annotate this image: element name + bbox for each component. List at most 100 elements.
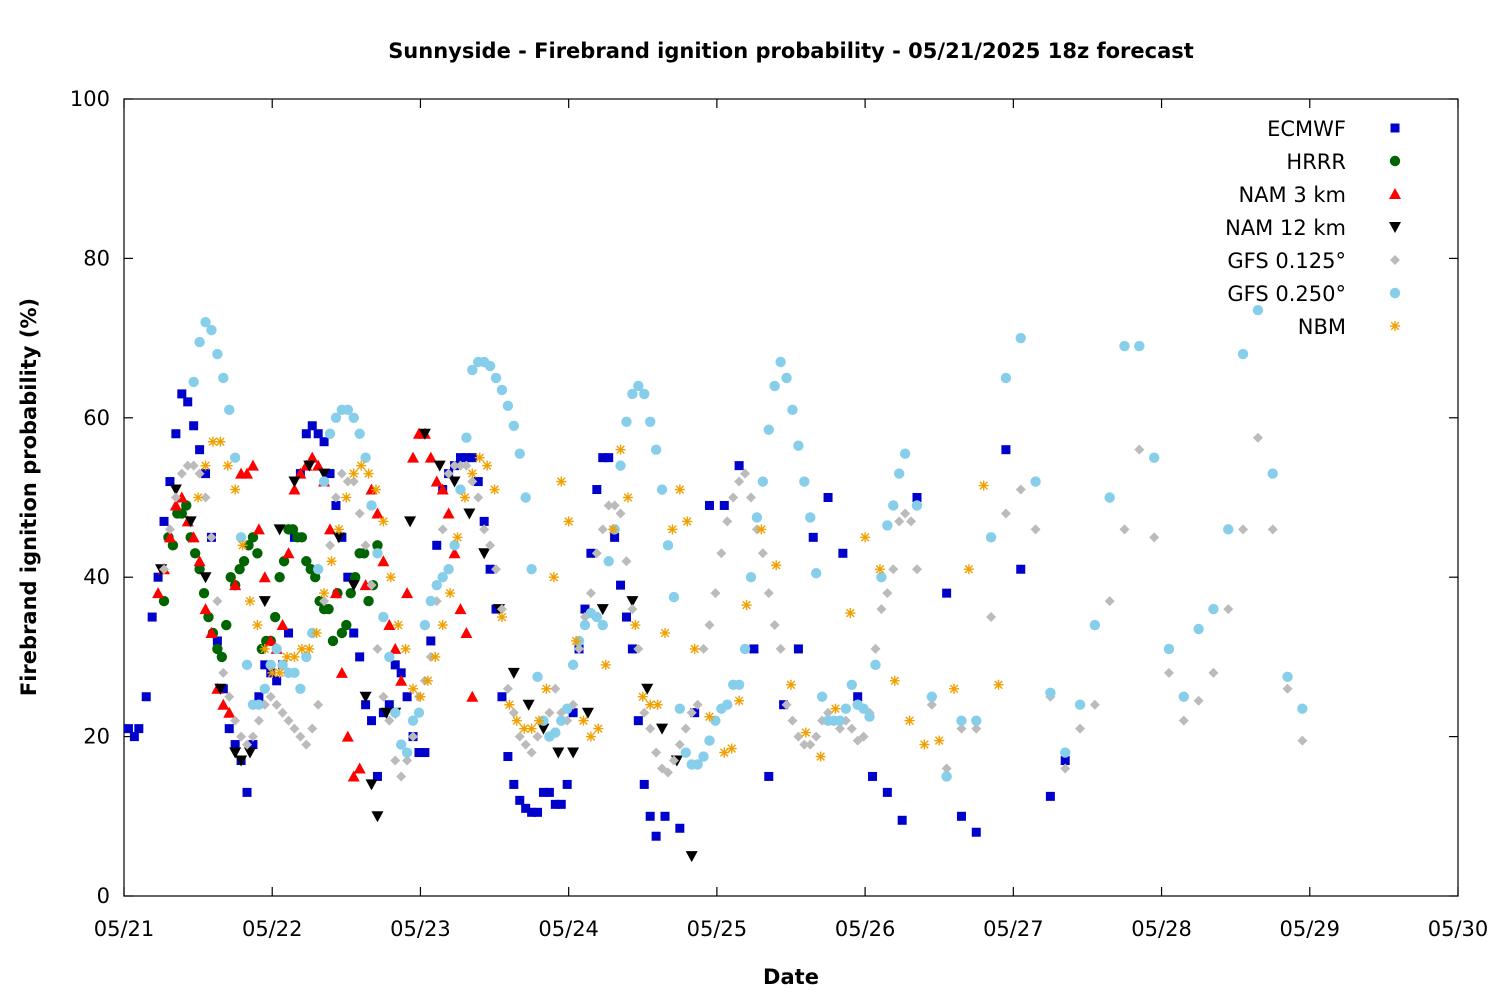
nam-3-km-point: [223, 706, 236, 718]
nam-3-km-point: [347, 770, 360, 782]
ecmwf-point: [1001, 445, 1011, 455]
nbm-point: [193, 492, 204, 503]
nam-12-km-point: [656, 723, 669, 735]
gfs-0-250-point: [781, 372, 792, 384]
gfs-0-125-point: [574, 643, 585, 654]
gfs-0-250-point: [384, 651, 395, 663]
nam-12-km-point: [404, 516, 417, 528]
ecmwf-point: [616, 580, 626, 590]
nam-12-km-point: [359, 691, 372, 703]
nbm-stroke: [831, 704, 840, 713]
gfs-0-125-point: [591, 548, 602, 559]
gfs-0-250-point: [775, 356, 786, 368]
gfs-0-125-point: [520, 739, 531, 750]
nbm-stroke: [401, 644, 410, 654]
ecmwf-point: [390, 660, 400, 670]
nbm-stroke: [608, 525, 618, 534]
nam-3-km-point: [294, 467, 307, 479]
ecmwf-point: [556, 799, 566, 809]
gfs-0-250-point: [894, 468, 905, 479]
gfs-0-125-point: [986, 612, 997, 623]
gfs-0-250-point: [348, 412, 359, 423]
gfs-0-250-point: [745, 572, 757, 583]
gfs-0-125-point: [906, 516, 917, 527]
hrrr-point: [345, 587, 356, 599]
nam-3-km-point: [187, 531, 200, 543]
nbm-stroke: [312, 628, 321, 638]
nbm-point: [541, 683, 552, 694]
legend-label-gfs-0-250: GFS 0.250°: [1227, 282, 1346, 306]
nbm-stroke: [727, 744, 737, 753]
gfs-0-250-point: [846, 679, 857, 690]
hrrr-point: [238, 556, 250, 567]
gfs-0-125-point: [805, 739, 816, 750]
nam-12-km-point: [258, 596, 271, 608]
gfs-0-125-point: [734, 476, 745, 487]
axis-ticks: 05/21 05/22 05/23 05/24 05/25 05/26 05/27 05/28…: [70, 87, 1488, 941]
nbm-point: [682, 516, 693, 527]
gfs-0-250-point: [639, 388, 650, 400]
legend-label-nam-12-km: NAM 12 km: [1225, 216, 1346, 240]
gfs-0-250-point: [1030, 476, 1041, 487]
nbm-point: [370, 484, 381, 495]
ecmwf-point: [719, 500, 729, 510]
nbm-stroke: [668, 525, 677, 534]
ecmwf-point: [242, 787, 252, 797]
gfs-0-250-point: [342, 404, 354, 416]
gfs-0-125-point: [408, 731, 419, 742]
nbm-stroke: [742, 600, 751, 610]
nbm-point: [474, 452, 485, 463]
nbm-stroke: [549, 572, 559, 582]
gfs-0-250-point: [870, 659, 881, 671]
gfs-0-250-point: [206, 324, 217, 336]
hrrr-point: [167, 540, 179, 551]
nam-3-km-point: [241, 467, 254, 479]
gfs-0-125-point: [621, 556, 632, 567]
nam-3-km-point: [163, 531, 176, 543]
gfs-0-125-point: [372, 643, 383, 654]
gfs-0-250-point: [419, 619, 431, 631]
ecmwf-point: [633, 716, 643, 726]
ecmwf-point: [604, 453, 614, 463]
nbm-stroke: [282, 652, 292, 662]
gfs-0-125-point: [206, 532, 217, 543]
gfs-0-125-point: [888, 564, 899, 575]
gfs-0-250-point: [816, 691, 828, 702]
gfs-0-125-point: [479, 524, 490, 535]
ecmwf-point: [868, 771, 878, 781]
nbm-stroke: [653, 700, 662, 710]
nbm-point: [845, 608, 856, 619]
ecmwf-point: [461, 453, 471, 463]
gfs-0-250-point: [971, 715, 982, 726]
nam-3-km-point: [454, 603, 467, 615]
nbm-stroke: [949, 684, 959, 694]
nam-3-km-point: [276, 619, 289, 631]
legend-marker-nam-12-km: [1389, 222, 1401, 233]
gfs-0-125-point: [763, 588, 774, 599]
gfs-0-125-point: [639, 707, 650, 718]
hrrr-point: [296, 532, 308, 543]
series-gfs-0-250: [188, 305, 1308, 782]
plot-area-frame: [123, 98, 1459, 897]
ecmwf-point: [177, 389, 187, 399]
gfs-0-125-point: [728, 492, 739, 503]
nbm-point: [356, 460, 367, 471]
nbm-stroke: [327, 556, 336, 566]
x-tick-label: 05/23: [390, 917, 451, 941]
hrrr-point: [274, 572, 285, 583]
nbm-stroke: [438, 620, 447, 630]
hrrr-point: [198, 587, 210, 599]
gfs-0-125-point: [716, 548, 727, 559]
ecmwf-point: [301, 429, 311, 439]
x-tick-label: 05/22: [242, 917, 303, 941]
gfs-0-125-point: [603, 500, 614, 511]
gfs-0-250-point: [757, 476, 769, 487]
gfs-0-125-point: [1089, 699, 1100, 710]
gfs-0-250-point: [561, 703, 573, 714]
gfs-0-250-point: [449, 540, 460, 551]
nbm-stroke: [416, 692, 425, 702]
nbm-point: [786, 679, 796, 690]
gfs-0-125-point: [926, 699, 937, 710]
ecmwf-point: [473, 477, 483, 487]
gfs-0-125-point: [289, 723, 300, 734]
